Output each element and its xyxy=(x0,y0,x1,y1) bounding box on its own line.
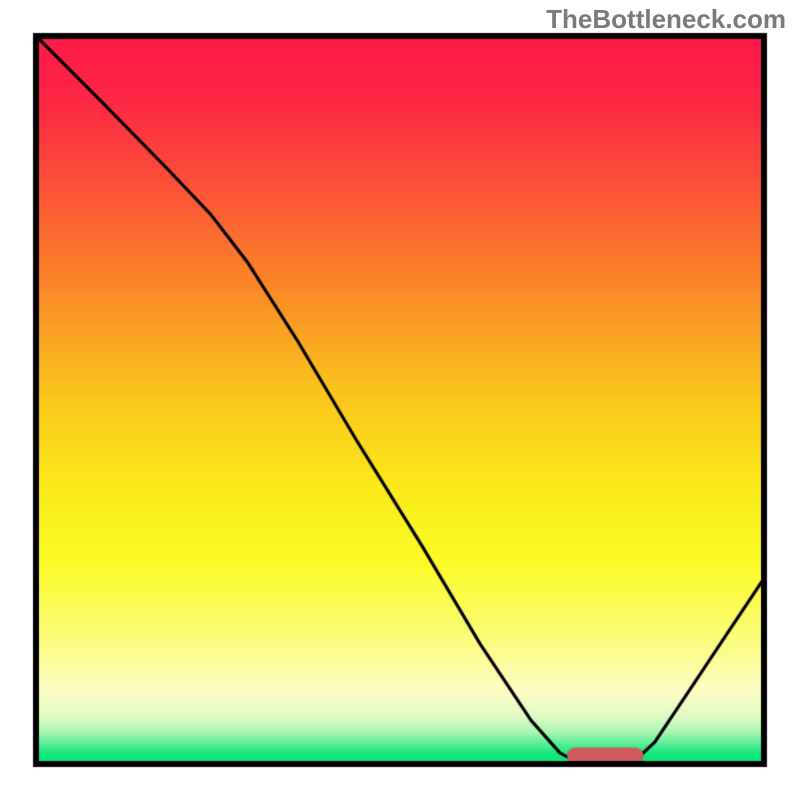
watermark-text: TheBottleneck.com xyxy=(546,4,786,35)
chart-root: TheBottleneck.com xyxy=(0,0,800,800)
bottleneck-chart-canvas xyxy=(0,0,800,800)
